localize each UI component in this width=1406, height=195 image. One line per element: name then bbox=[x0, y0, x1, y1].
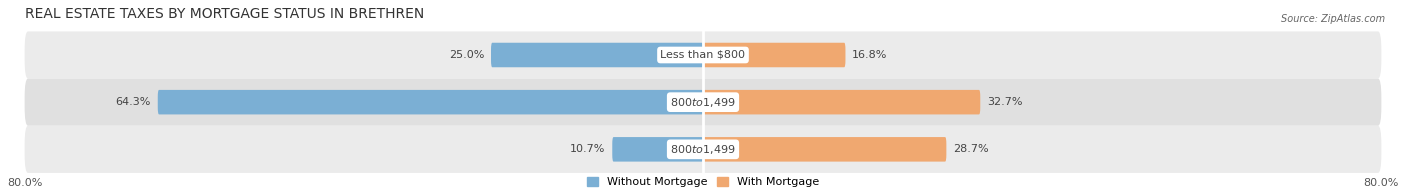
Legend: Without Mortgage, With Mortgage: Without Mortgage, With Mortgage bbox=[588, 177, 818, 187]
Text: 16.8%: 16.8% bbox=[852, 50, 887, 60]
FancyBboxPatch shape bbox=[157, 90, 703, 114]
Text: 64.3%: 64.3% bbox=[115, 97, 150, 107]
FancyBboxPatch shape bbox=[25, 31, 1381, 79]
Text: Source: ZipAtlas.com: Source: ZipAtlas.com bbox=[1281, 14, 1385, 24]
FancyBboxPatch shape bbox=[703, 90, 980, 114]
Text: $800 to $1,499: $800 to $1,499 bbox=[671, 96, 735, 109]
Text: Less than $800: Less than $800 bbox=[661, 50, 745, 60]
Text: 28.7%: 28.7% bbox=[953, 144, 988, 154]
FancyBboxPatch shape bbox=[703, 137, 946, 162]
Text: REAL ESTATE TAXES BY MORTGAGE STATUS IN BRETHREN: REAL ESTATE TAXES BY MORTGAGE STATUS IN … bbox=[25, 7, 423, 21]
FancyBboxPatch shape bbox=[25, 79, 1381, 126]
Text: 10.7%: 10.7% bbox=[569, 144, 606, 154]
FancyBboxPatch shape bbox=[491, 43, 703, 67]
FancyBboxPatch shape bbox=[703, 43, 845, 67]
Text: 32.7%: 32.7% bbox=[987, 97, 1022, 107]
FancyBboxPatch shape bbox=[25, 126, 1381, 173]
Text: $800 to $1,499: $800 to $1,499 bbox=[671, 143, 735, 156]
FancyBboxPatch shape bbox=[612, 137, 703, 162]
Text: 25.0%: 25.0% bbox=[449, 50, 484, 60]
